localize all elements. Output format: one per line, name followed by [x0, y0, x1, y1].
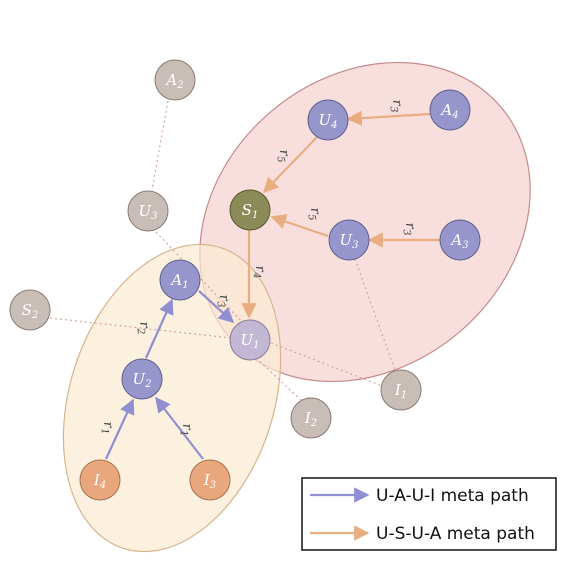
node-u4: U4: [307, 99, 349, 141]
dotted-links: [49, 100, 396, 401]
svg-text:U3: U3: [339, 231, 358, 251]
node-i1: I1: [380, 369, 422, 411]
node-u3-gray: U3: [127, 190, 169, 232]
node-u3: U3: [328, 219, 370, 261]
dotted-link-s2-u1: [49, 317, 232, 339]
node-u1: U1: [229, 319, 271, 361]
svg-text:I3: I3: [203, 471, 216, 491]
dotted-link-u1-i2: [255, 357, 302, 401]
legend-orange-label: U-S-U-A meta path: [376, 524, 535, 544]
svg-text:I2: I2: [304, 409, 317, 429]
node-a4: A4: [429, 89, 471, 131]
rel-label-i3-u2: r1: [177, 423, 195, 437]
svg-text:A3: A3: [449, 231, 468, 251]
svg-text:A4: A4: [439, 101, 458, 121]
blue-edges: [104, 290, 235, 460]
legend-box: [301, 477, 557, 551]
svg-text:S2: S2: [22, 301, 39, 321]
node-a3: A3: [439, 219, 481, 261]
legend-blue-label: U-A-U-I meta path: [376, 486, 529, 506]
node-a2: A2: [154, 59, 196, 101]
node-i3: I3: [189, 459, 231, 501]
orange-edges: [241, 110, 440, 319]
rel-label-u4-s1: r5: [274, 149, 292, 163]
dotted-link-u3-u1: [155, 231, 246, 326]
node-a1: A1: [159, 259, 201, 301]
node-i4: I4: [79, 459, 121, 501]
rel-label-u3-s1: r5: [305, 207, 323, 221]
svg-text:A1: A1: [169, 271, 188, 291]
svg-text:U3: U3: [138, 202, 157, 222]
edge-a1-u1: [198, 290, 235, 324]
svg-text:A2: A2: [164, 71, 183, 91]
edge-i3-u2: [155, 396, 204, 460]
node-i2: I2: [290, 397, 332, 439]
node-s1: S1: [229, 189, 271, 231]
svg-text:I4: I4: [93, 471, 106, 491]
svg-text:U4: U4: [318, 111, 337, 131]
rel-label-u2-a1: r2: [134, 321, 152, 335]
edge-u4-s1: [262, 135, 319, 194]
rel-label-a1-u1: r3: [214, 294, 232, 308]
svg-text:U1: U1: [240, 331, 259, 351]
edge-a4-u4: [346, 110, 431, 126]
rel-label-a3-u3: r3: [400, 222, 418, 236]
svg-text:S1: S1: [242, 201, 259, 221]
relation-labels: r3 r5 r5 r3 r4 r3 r2 r1 r1: [98, 99, 418, 437]
rel-label-a4-u4: r3: [387, 99, 405, 113]
svg-text:U2: U2: [132, 370, 151, 390]
edge-i4-u2: [104, 398, 135, 460]
svg-text:I1: I1: [394, 381, 407, 401]
edge-u2-a1: [144, 298, 174, 359]
legend: U-A-U-I meta path U-S-U-A meta path: [301, 477, 557, 551]
edge-u3-s1: [270, 214, 329, 238]
node-s2: S2: [9, 289, 51, 331]
rel-label-s1-u1: r4: [250, 265, 268, 279]
node-u2: U2: [121, 358, 163, 400]
dotted-link-a2-u3: [151, 100, 169, 191]
rel-label-i4-u2: r1: [98, 421, 116, 435]
